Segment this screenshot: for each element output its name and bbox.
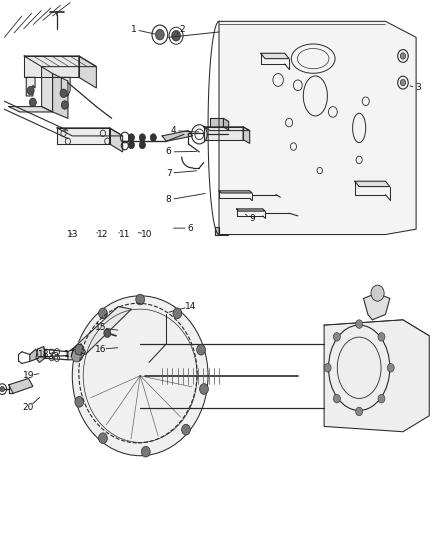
Circle shape [333,333,340,341]
Polygon shape [68,344,85,360]
Text: 13: 13 [67,230,78,239]
Polygon shape [324,320,429,432]
Polygon shape [24,56,79,77]
Circle shape [128,141,134,149]
Circle shape [61,101,68,109]
Text: 11: 11 [119,230,131,239]
Circle shape [378,394,385,403]
Text: 1: 1 [131,25,137,34]
Circle shape [0,386,4,392]
Text: 15: 15 [95,324,106,332]
Polygon shape [364,293,390,320]
Circle shape [29,98,36,107]
Circle shape [60,89,67,98]
Text: 18: 18 [38,350,49,359]
Polygon shape [204,127,250,131]
Text: 20: 20 [23,403,34,412]
Polygon shape [61,77,70,96]
Circle shape [333,394,340,403]
Text: 4: 4 [170,126,176,135]
Circle shape [356,407,363,416]
Text: 14: 14 [185,302,196,311]
Polygon shape [215,227,219,235]
Circle shape [182,424,191,435]
Polygon shape [243,127,250,143]
Circle shape [378,333,385,341]
Polygon shape [57,128,110,144]
Circle shape [155,29,164,40]
Polygon shape [219,21,416,235]
Circle shape [200,384,208,394]
Polygon shape [355,181,390,187]
Circle shape [400,79,406,86]
Ellipse shape [72,296,208,456]
Polygon shape [9,107,53,112]
Circle shape [99,308,107,319]
Polygon shape [9,378,33,393]
Text: 19: 19 [23,372,34,380]
Polygon shape [42,67,53,112]
Text: 8: 8 [166,196,172,204]
Polygon shape [162,131,193,141]
Circle shape [150,134,156,141]
Circle shape [27,86,34,95]
Circle shape [173,308,182,319]
Polygon shape [219,191,252,193]
Polygon shape [57,128,123,136]
Circle shape [71,349,82,362]
Circle shape [136,294,145,305]
Text: 10: 10 [141,230,152,239]
Polygon shape [210,118,223,127]
Circle shape [197,344,205,355]
Circle shape [324,364,331,372]
Polygon shape [223,118,229,130]
Polygon shape [30,349,39,361]
Circle shape [104,329,111,337]
Text: 6: 6 [166,148,172,156]
Polygon shape [26,77,35,96]
Circle shape [387,364,394,372]
Polygon shape [53,74,68,118]
Circle shape [139,134,145,141]
Circle shape [128,134,134,141]
Text: 9: 9 [249,214,255,223]
Text: 16: 16 [95,345,106,353]
Polygon shape [261,53,289,59]
Circle shape [99,433,107,443]
Text: 17: 17 [64,350,76,359]
Polygon shape [24,56,96,67]
Text: 7: 7 [166,169,172,177]
Circle shape [75,397,84,407]
Text: 3: 3 [415,84,421,92]
Circle shape [139,141,145,149]
Polygon shape [237,209,265,211]
Polygon shape [204,127,243,140]
Text: 2: 2 [179,25,184,34]
Polygon shape [110,128,123,152]
Polygon shape [79,56,96,88]
Circle shape [371,285,384,301]
Circle shape [141,446,150,457]
Circle shape [172,30,180,41]
Polygon shape [72,306,131,354]
Text: 12: 12 [97,230,109,239]
Circle shape [356,320,363,328]
Circle shape [400,53,406,59]
Circle shape [75,344,84,355]
Polygon shape [36,346,46,362]
Text: 6: 6 [187,224,194,232]
